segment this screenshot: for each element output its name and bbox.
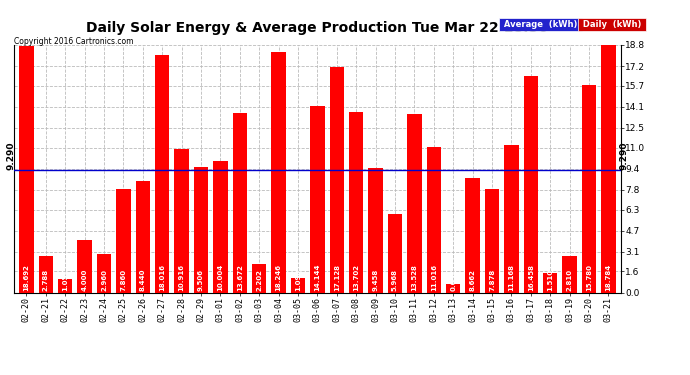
Bar xyxy=(175,149,189,292)
Bar xyxy=(97,254,111,292)
Bar xyxy=(484,189,500,292)
Text: 9.458: 9.458 xyxy=(373,268,379,291)
Text: 18.246: 18.246 xyxy=(275,264,282,291)
Bar xyxy=(388,214,402,292)
Text: Daily  (kWh): Daily (kWh) xyxy=(580,20,644,29)
Bar xyxy=(582,85,596,292)
Text: 14.144: 14.144 xyxy=(315,263,320,291)
Bar xyxy=(194,167,208,292)
Text: 9.290: 9.290 xyxy=(7,142,16,170)
Bar xyxy=(543,273,558,292)
Text: 9.506: 9.506 xyxy=(198,268,204,291)
Text: 11.168: 11.168 xyxy=(509,264,514,291)
Text: 2.810: 2.810 xyxy=(566,268,573,291)
Bar xyxy=(116,189,130,292)
Text: 2.960: 2.960 xyxy=(101,268,107,291)
Bar xyxy=(155,56,170,292)
Bar xyxy=(252,264,266,292)
Text: 9.290: 9.290 xyxy=(619,142,628,170)
Text: 18.016: 18.016 xyxy=(159,264,165,291)
Text: 2.788: 2.788 xyxy=(43,268,49,291)
Bar xyxy=(135,182,150,292)
Text: 16.458: 16.458 xyxy=(528,264,534,291)
Text: 11.016: 11.016 xyxy=(431,264,437,291)
Text: Copyright 2016 Cartronics.com: Copyright 2016 Cartronics.com xyxy=(14,38,133,46)
Bar xyxy=(77,240,92,292)
Bar xyxy=(213,161,228,292)
Text: 1.510: 1.510 xyxy=(547,268,553,291)
Bar xyxy=(601,45,615,292)
Text: 18.784: 18.784 xyxy=(605,263,611,291)
Text: 8.440: 8.440 xyxy=(140,268,146,291)
Text: 4.000: 4.000 xyxy=(81,268,88,291)
Bar xyxy=(562,255,577,292)
Text: 1.090: 1.090 xyxy=(295,268,301,291)
Text: Daily Solar Energy & Average Production Tue Mar 22 18:56: Daily Solar Energy & Average Production … xyxy=(86,21,549,34)
Bar xyxy=(465,178,480,292)
Bar xyxy=(446,284,460,292)
Text: 7.878: 7.878 xyxy=(489,268,495,291)
Bar xyxy=(290,278,305,292)
Bar xyxy=(19,46,34,292)
Text: 0.652: 0.652 xyxy=(450,268,456,291)
Text: 13.672: 13.672 xyxy=(237,264,243,291)
Text: 17.128: 17.128 xyxy=(334,264,339,291)
Text: 8.662: 8.662 xyxy=(470,268,475,291)
Text: 10.004: 10.004 xyxy=(217,263,224,291)
Text: 15.780: 15.780 xyxy=(586,264,592,291)
Text: 1.052: 1.052 xyxy=(62,268,68,291)
Bar xyxy=(330,67,344,292)
Bar xyxy=(58,279,72,292)
Bar xyxy=(271,52,286,292)
Bar xyxy=(233,112,247,292)
Bar xyxy=(310,106,325,292)
Text: 7.860: 7.860 xyxy=(121,268,126,291)
Bar xyxy=(524,76,538,292)
Bar xyxy=(504,146,519,292)
Text: 10.916: 10.916 xyxy=(179,264,185,291)
Text: Average  (kWh): Average (kWh) xyxy=(501,20,580,29)
Bar xyxy=(426,147,441,292)
Text: 5.968: 5.968 xyxy=(392,268,398,291)
Bar xyxy=(39,256,53,292)
Bar xyxy=(407,114,422,292)
Text: 13.528: 13.528 xyxy=(411,264,417,291)
Text: 13.702: 13.702 xyxy=(353,264,359,291)
Bar xyxy=(349,112,364,292)
Bar xyxy=(368,168,383,292)
Text: 18.692: 18.692 xyxy=(23,264,30,291)
Text: 2.202: 2.202 xyxy=(256,268,262,291)
